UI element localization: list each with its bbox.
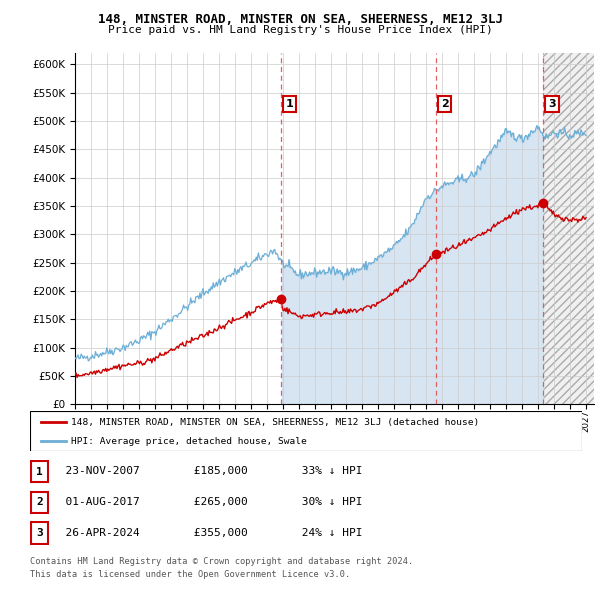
Text: HPI: Average price, detached house, Swale: HPI: Average price, detached house, Swal…	[71, 437, 307, 446]
Text: 1: 1	[36, 467, 43, 477]
Text: Contains HM Land Registry data © Crown copyright and database right 2024.: Contains HM Land Registry data © Crown c…	[30, 557, 413, 566]
Text: Price paid vs. HM Land Registry's House Price Index (HPI): Price paid vs. HM Land Registry's House …	[107, 25, 493, 35]
Text: 3: 3	[36, 528, 43, 538]
Text: 148, MINSTER ROAD, MINSTER ON SEA, SHEERNESS, ME12 3LJ: 148, MINSTER ROAD, MINSTER ON SEA, SHEER…	[97, 13, 503, 26]
Text: 148, MINSTER ROAD, MINSTER ON SEA, SHEERNESS, ME12 3LJ (detached house): 148, MINSTER ROAD, MINSTER ON SEA, SHEER…	[71, 418, 479, 427]
Bar	[544, 53, 594, 404]
Text: 2: 2	[36, 497, 43, 507]
Text: 01-AUG-2017        £265,000        30% ↓ HPI: 01-AUG-2017 £265,000 30% ↓ HPI	[52, 497, 362, 507]
Text: 1: 1	[286, 99, 293, 109]
Text: 23-NOV-2007        £185,000        33% ↓ HPI: 23-NOV-2007 £185,000 33% ↓ HPI	[52, 467, 362, 476]
Text: 3: 3	[548, 99, 556, 109]
Text: This data is licensed under the Open Government Licence v3.0.: This data is licensed under the Open Gov…	[30, 570, 350, 579]
Text: 2: 2	[440, 99, 448, 109]
Text: 26-APR-2024        £355,000        24% ↓ HPI: 26-APR-2024 £355,000 24% ↓ HPI	[52, 528, 362, 537]
